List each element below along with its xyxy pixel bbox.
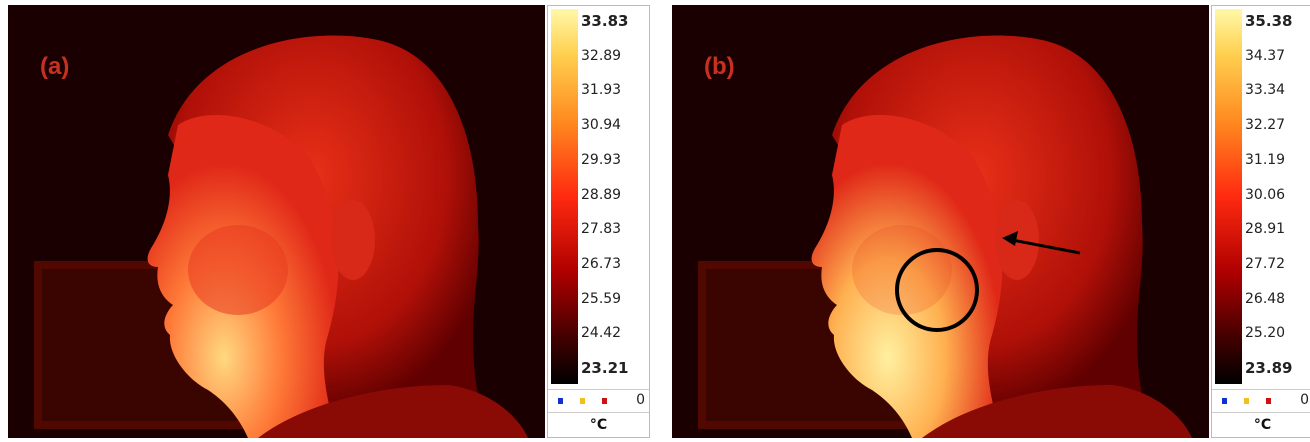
scale-tick-label: 24.42 — [581, 325, 621, 341]
scale-tick-label: 31.93 — [581, 82, 621, 98]
icon — [1244, 398, 1249, 404]
image: (a) — [8, 5, 545, 438]
scale-tick-label: 27.72 — [1245, 256, 1285, 272]
scale-icons: 0 — [548, 389, 649, 412]
scale-tick-label: 33.83 — [581, 12, 628, 30]
scale-tick-label: 32.89 — [581, 48, 621, 64]
scale-tick-label: 23.89 — [1245, 359, 1292, 377]
color-strip — [1215, 9, 1242, 384]
scale-tick-label: 28.91 — [1245, 221, 1285, 237]
color-strip — [551, 9, 578, 384]
scale-tick-label: 30.94 — [581, 117, 621, 133]
icon — [1222, 398, 1227, 404]
icon — [558, 398, 563, 404]
scale-tick-label: 35.38 — [1245, 12, 1292, 30]
image: (b) — [672, 5, 1209, 438]
panel-label: (b) — [704, 53, 735, 81]
icon — [580, 398, 585, 404]
color-scale: 35.38 34.37 33.34 32.27 31.19 30.06 28.91 27.72… — [1211, 5, 1310, 438]
scale-tick-label: 33.34 — [1245, 82, 1285, 98]
color-scale: 33.83 32.89 31.93 30.94 29.93 28.89 27.83 26.73… — [547, 5, 650, 438]
scale-tick-label: 27.83 — [581, 221, 621, 237]
scale-icons: 0 — [1212, 389, 1310, 412]
scale-tick-label: 34.37 — [1245, 48, 1285, 64]
scale-tick-label: 25.20 — [1245, 325, 1285, 341]
scale-tick-label: 25.59 — [581, 291, 621, 307]
panel-label: (a) — [40, 53, 69, 81]
scale-tick-label: 29.93 — [581, 152, 621, 168]
page: {"panels": [ {"label": "(a)", "scale": {… — [0, 0, 1310, 438]
counter: 0 — [1300, 392, 1309, 408]
scale-tick-label: 26.48 — [1245, 291, 1285, 307]
scale-tick-label: 32.27 — [1245, 117, 1285, 133]
scale-tick-label: 30.06 — [1245, 187, 1285, 203]
thermal-image — [672, 5, 1209, 438]
thermal-image — [8, 5, 545, 438]
scale-tick-label: 28.89 — [581, 187, 621, 203]
icon — [1266, 398, 1271, 404]
scale-tick-label: 23.21 — [581, 359, 628, 377]
unit: °C — [548, 412, 649, 438]
scale-tick-label: 31.19 — [1245, 152, 1285, 168]
icon — [602, 398, 607, 404]
scale-tick-label: 26.73 — [581, 256, 621, 272]
unit: °C — [1212, 412, 1310, 438]
counter: 0 — [636, 392, 645, 408]
